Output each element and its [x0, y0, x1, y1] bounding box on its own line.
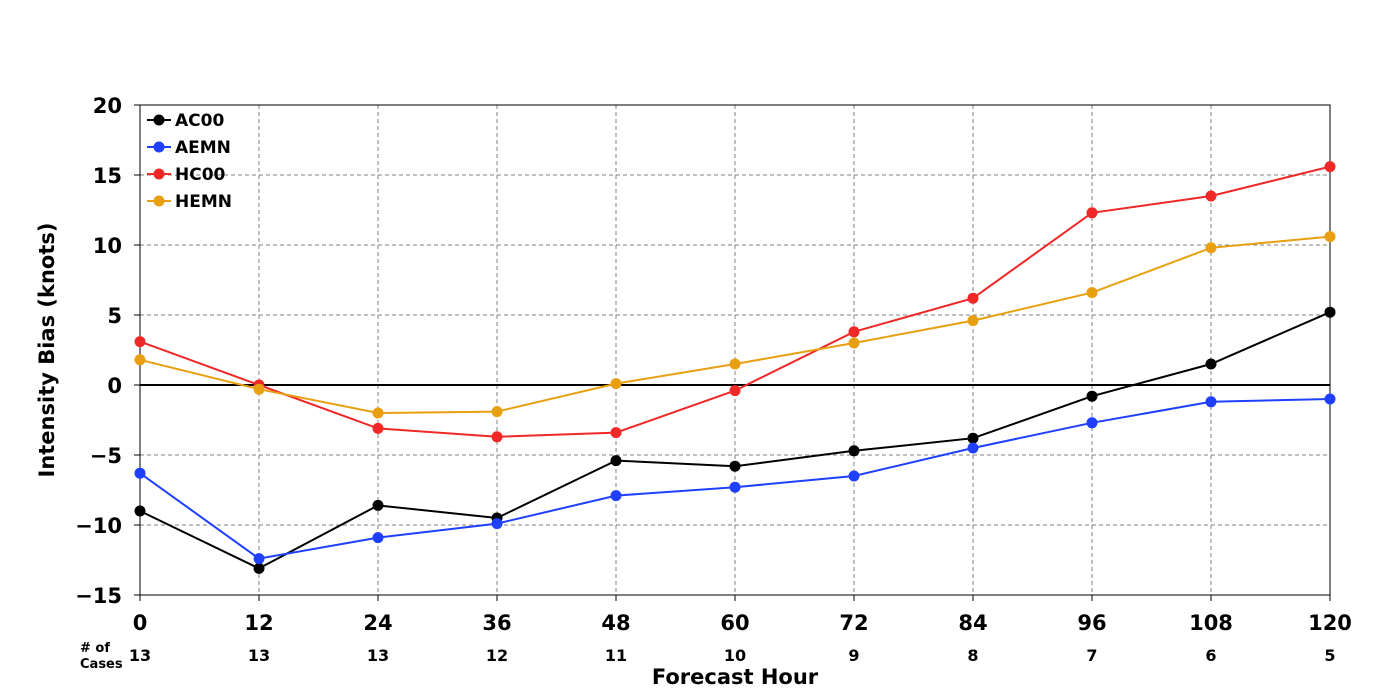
point-ac00-48 — [610, 455, 622, 467]
point-ac00-60 — [729, 460, 741, 472]
point-aemn-108 — [1205, 396, 1217, 408]
point-hc00-120 — [1324, 161, 1336, 173]
point-ac00-120 — [1324, 306, 1336, 318]
cases-count-120: 5 — [1324, 646, 1335, 665]
point-hemn-24 — [372, 407, 384, 419]
x-axis-title: Forecast Hour — [652, 665, 819, 689]
point-aemn-96 — [1086, 417, 1098, 429]
cases-label-line1: # of — [80, 641, 110, 656]
cases-count-24: 13 — [367, 646, 389, 665]
point-aemn-72 — [848, 470, 860, 482]
point-ac00-24 — [372, 499, 384, 511]
point-ac00-108 — [1205, 358, 1217, 370]
y-tick-label-3: 5 — [107, 304, 122, 328]
x-axis-ticks: 0 12 24 36 48 60 72 84 96 108 120 — [133, 595, 1352, 635]
y-tick-label-5: −5 — [90, 444, 122, 468]
point-hemn-96 — [1086, 287, 1098, 299]
y-axis-title: Intensity Bias (knots) — [35, 223, 59, 478]
point-hemn-108 — [1205, 242, 1217, 254]
point-aemn-84 — [967, 442, 979, 454]
point-aemn-36 — [491, 518, 503, 530]
legend-label-aemn: AEMN — [175, 138, 231, 158]
legend-label-ac00: AC00 — [175, 111, 224, 131]
point-hc00-84 — [967, 292, 979, 304]
point-ac00-12 — [253, 562, 265, 574]
point-ac00-72 — [848, 445, 860, 457]
point-hemn-120 — [1324, 231, 1336, 243]
x-tick-label-120: 120 — [1308, 611, 1352, 635]
cases-label-line2: Cases — [80, 657, 123, 672]
legend-marker-aemn — [153, 141, 165, 153]
cases-count-108: 6 — [1205, 646, 1216, 665]
y-tick-label-0: 20 — [93, 94, 122, 118]
y-tick-label-7: −15 — [75, 584, 122, 608]
x-tick-label-12: 12 — [244, 611, 273, 635]
x-tick-label-72: 72 — [839, 611, 868, 635]
point-hc00-36 — [491, 431, 503, 443]
cases-count-12: 13 — [248, 646, 270, 665]
point-aemn-60 — [729, 481, 741, 493]
point-hc00-0 — [134, 336, 146, 348]
x-tick-label-24: 24 — [363, 611, 392, 635]
y-tick-label-6: −10 — [75, 514, 122, 538]
series-aemn — [134, 393, 1336, 565]
point-aemn-48 — [610, 490, 622, 502]
grid — [140, 105, 1330, 595]
y-axis-ticks: 20 15 10 5 0 −5 −10 −15 — [75, 94, 140, 608]
point-hemn-36 — [491, 406, 503, 418]
series-hc00 — [134, 161, 1336, 443]
point-hc00-48 — [610, 427, 622, 439]
point-hemn-84 — [967, 315, 979, 327]
series-ac00 — [134, 306, 1336, 574]
point-hc00-96 — [1086, 207, 1098, 219]
legend-label-hc00: HC00 — [175, 165, 226, 185]
cases-count-84: 8 — [967, 646, 978, 665]
point-ac00-84 — [967, 432, 979, 444]
point-hc00-72 — [848, 326, 860, 338]
legend-marker-ac00 — [153, 114, 165, 126]
cases-count-72: 9 — [848, 646, 859, 665]
x-tick-label-96: 96 — [1077, 611, 1106, 635]
point-aemn-0 — [134, 467, 146, 479]
x-tick-label-108: 108 — [1189, 611, 1233, 635]
point-hc00-24 — [372, 422, 384, 434]
x-tick-label-48: 48 — [601, 611, 630, 635]
x-tick-label-0: 0 — [133, 611, 148, 635]
point-ac00-96 — [1086, 390, 1098, 402]
cases-count-48: 11 — [605, 646, 627, 665]
point-aemn-12 — [253, 553, 265, 565]
cases-row: 13 13 13 12 11 10 9 8 7 6 5 — [129, 646, 1336, 665]
point-aemn-24 — [372, 532, 384, 544]
point-hemn-72 — [848, 337, 860, 349]
y-tick-label-4: 0 — [107, 374, 122, 398]
series-hemn — [134, 231, 1336, 419]
x-tick-label-84: 84 — [958, 611, 987, 635]
x-tick-label-60: 60 — [720, 611, 749, 635]
point-aemn-120 — [1324, 393, 1336, 405]
point-hc00-108 — [1205, 190, 1217, 202]
point-ac00-0 — [134, 505, 146, 517]
point-hemn-0 — [134, 354, 146, 366]
y-tick-label-2: 10 — [93, 234, 122, 258]
cases-count-36: 12 — [486, 646, 508, 665]
series-layer — [134, 161, 1336, 574]
cases-count-96: 7 — [1086, 646, 1097, 665]
point-hemn-12 — [253, 383, 265, 395]
y-tick-label-1: 15 — [93, 164, 122, 188]
legend-marker-hc00 — [153, 168, 165, 180]
x-tick-label-36: 36 — [482, 611, 511, 635]
point-hemn-48 — [610, 378, 622, 390]
legend-label-hemn: HEMN — [175, 192, 232, 212]
point-hemn-60 — [729, 358, 741, 370]
cases-count-60: 10 — [724, 646, 746, 665]
legend-marker-hemn — [153, 195, 165, 207]
legend: AC00 AEMN HC00 HEMN — [147, 111, 232, 212]
cases-count-0: 13 — [129, 646, 151, 665]
point-hc00-60 — [729, 385, 741, 397]
